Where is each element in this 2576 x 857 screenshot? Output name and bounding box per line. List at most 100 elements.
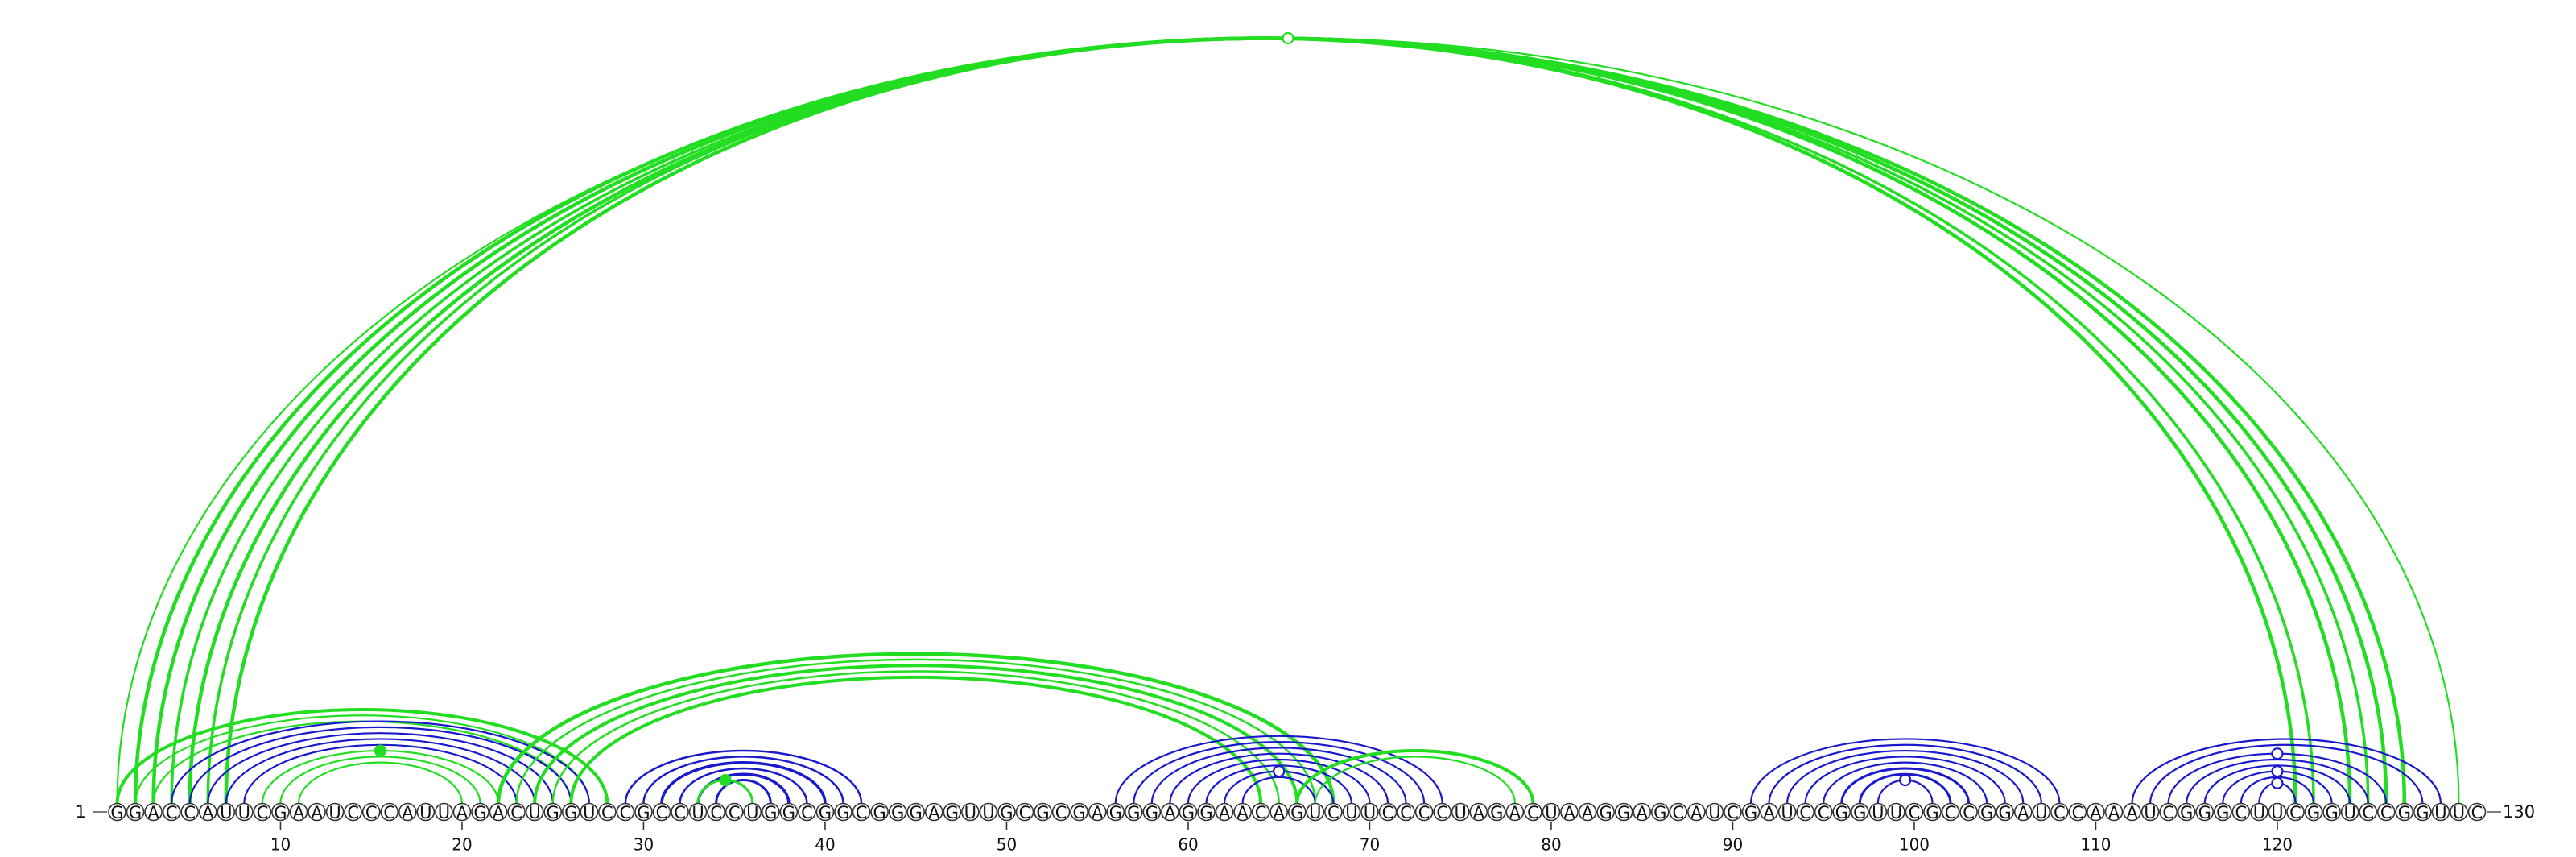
arc-markers — [374, 31, 2284, 789]
nucleotide-letter: A — [1274, 803, 1286, 822]
nucleotide-letter: A — [147, 803, 159, 822]
nucleotide: A — [289, 802, 308, 822]
nucleotide: U — [325, 802, 345, 822]
nucleotide: U — [2340, 802, 2359, 822]
base-pair-arc — [207, 732, 554, 804]
nucleotide: G — [779, 802, 799, 822]
nucleotide-letter: C — [801, 803, 813, 822]
nucleotide: U — [525, 802, 544, 822]
nucleotide-letter: A — [202, 803, 214, 822]
nucleotide-circle — [471, 802, 489, 822]
nucleotide: U — [235, 802, 254, 822]
nucleotide: A — [1687, 802, 1706, 822]
nucleotide: U — [217, 802, 236, 822]
arc-marker — [374, 744, 387, 757]
nucleotide: U — [416, 802, 436, 822]
nucleotide-letter: G — [1853, 803, 1866, 822]
nucleotide: G — [1923, 802, 1942, 822]
nucleotide-circle — [1959, 802, 1978, 822]
nucleotide-circle — [308, 802, 326, 822]
nucleotide-letter: U — [691, 803, 704, 822]
nucleotide-circle — [1941, 802, 1960, 822]
nucleotide: U — [2450, 802, 2468, 822]
nucleotide: A — [452, 802, 472, 822]
nucleotide-letter: G — [2325, 803, 2338, 822]
nucleotide: C — [344, 802, 362, 822]
base-pair-arc — [1187, 758, 1371, 804]
tick-label: 110 — [2080, 835, 2111, 855]
nucleotide-letter: G — [1036, 803, 1049, 822]
nucleotide-letter: A — [1219, 803, 1231, 822]
nucleotide-letter: G — [764, 803, 777, 822]
nucleotide: G — [1142, 802, 1162, 822]
nucleotide-circle — [1851, 802, 1869, 822]
nucleotide-circle — [1397, 802, 1415, 822]
base-pair-arc — [1804, 756, 2006, 804]
nucleotide-circle — [2450, 802, 2468, 822]
nucleotide-circle — [1687, 802, 1706, 822]
nucleotide-letter: A — [293, 803, 305, 822]
nucleotide: G — [543, 802, 563, 822]
nucleotide-letter: U — [1781, 803, 1793, 822]
nucleotide: A — [398, 802, 417, 822]
nucleotide-circle — [1142, 802, 1162, 822]
nucleotide-letter: U — [419, 803, 431, 822]
nucleotide: G — [2413, 802, 2432, 822]
nucleotide: G — [1125, 802, 1143, 822]
nucleotide-circle — [852, 802, 871, 822]
nucleotide-letter: G — [129, 803, 142, 822]
nucleotide: G — [271, 802, 290, 822]
nucleotide: A — [2087, 802, 2105, 822]
nucleotide-circle — [2467, 802, 2487, 822]
nucleotide-letter: G — [110, 803, 123, 822]
nucleotide-letter: C — [2072, 803, 2084, 822]
nucleotide: C — [2286, 802, 2305, 822]
nucleotide-circle — [1179, 802, 1198, 822]
nucleotide: C — [707, 802, 725, 822]
nucleotide-circle — [888, 802, 907, 822]
nucleotide-letter: G — [473, 803, 486, 822]
nucleotide-circle — [198, 802, 217, 822]
base-pair-arcs — [115, 38, 2460, 804]
nucleotide-letter: U — [2453, 803, 2465, 822]
nucleotide-letter: A — [493, 803, 505, 822]
nucleotide: G — [1851, 802, 1869, 822]
nucleotide: C — [652, 802, 671, 822]
arc-marker — [2271, 747, 2284, 760]
nucleotide-letter: C — [1327, 803, 1340, 822]
nucleotide: U — [1360, 802, 1379, 822]
nucleotide: A — [1560, 802, 1579, 822]
base-pair-arc — [1150, 747, 1407, 804]
nucleotide: U — [2032, 802, 2051, 822]
nucleotide: A — [2013, 802, 2033, 822]
tick-label: 60 — [1178, 835, 1198, 855]
nucleotide-letter: G — [1926, 803, 1938, 822]
nucleotide-letter: U — [982, 803, 994, 822]
nucleotide-circle — [1488, 802, 1506, 822]
nucleotide: C — [724, 802, 744, 822]
nucleotide-letter: U — [1545, 803, 1557, 822]
nucleotide-letter: G — [564, 803, 577, 822]
nucleotide-circle — [2013, 802, 2033, 822]
arc-marker — [2271, 764, 2284, 778]
nucleotide-circle — [943, 802, 962, 822]
nucleotide: C — [1959, 802, 1978, 822]
nucleotide-letter: A — [1509, 803, 1521, 822]
nucleotide-circle — [906, 802, 925, 822]
base-pair-arc — [2131, 738, 2442, 804]
nucleotide-letter: A — [1092, 803, 1104, 822]
nucleotide-circle — [616, 802, 635, 822]
nucleotide-circle — [1578, 802, 1597, 822]
nucleotide-circle — [1777, 802, 1797, 822]
nucleotide-circle — [979, 802, 998, 822]
nucleotide-letter: A — [1582, 803, 1594, 822]
nucleotide-letter: A — [1690, 803, 1703, 822]
nucleotide: G — [888, 802, 907, 822]
base-pair-arc — [135, 38, 2405, 803]
nucleotide: C — [1015, 802, 1034, 822]
tick-label: 10 — [270, 835, 291, 855]
nucleotide-circle — [997, 802, 1016, 822]
base-pair-arc — [225, 738, 536, 804]
nucleotide-circle — [1287, 802, 1307, 822]
nucleotide-letter: C — [2162, 803, 2174, 822]
